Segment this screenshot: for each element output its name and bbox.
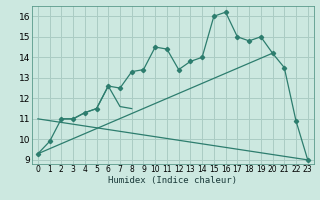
X-axis label: Humidex (Indice chaleur): Humidex (Indice chaleur) [108,176,237,185]
